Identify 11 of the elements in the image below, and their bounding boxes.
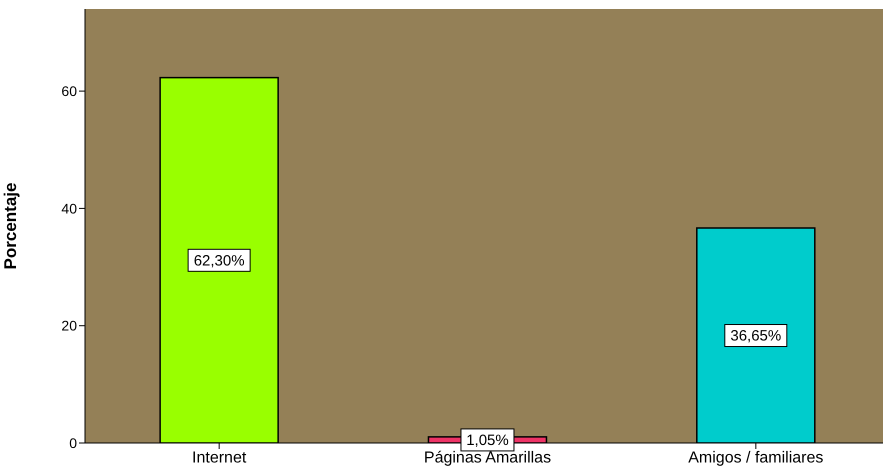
x-tick-label: Amigos / familiares (688, 449, 824, 466)
y-tick-label: 20 (61, 318, 78, 334)
y-axis-title: Porcentaje (1, 182, 20, 270)
data-label: 36,65% (730, 328, 782, 345)
y-tick-label: 0 (69, 434, 78, 451)
y-tick-label: 40 (61, 200, 78, 216)
y-tick-label: 60 (61, 83, 78, 100)
data-label: 62,30% (194, 252, 245, 270)
data-label: 1,05% (466, 432, 509, 449)
x-tick-label: Internet (192, 449, 247, 466)
x-tick-label: Páginas Amarillas (424, 449, 552, 466)
